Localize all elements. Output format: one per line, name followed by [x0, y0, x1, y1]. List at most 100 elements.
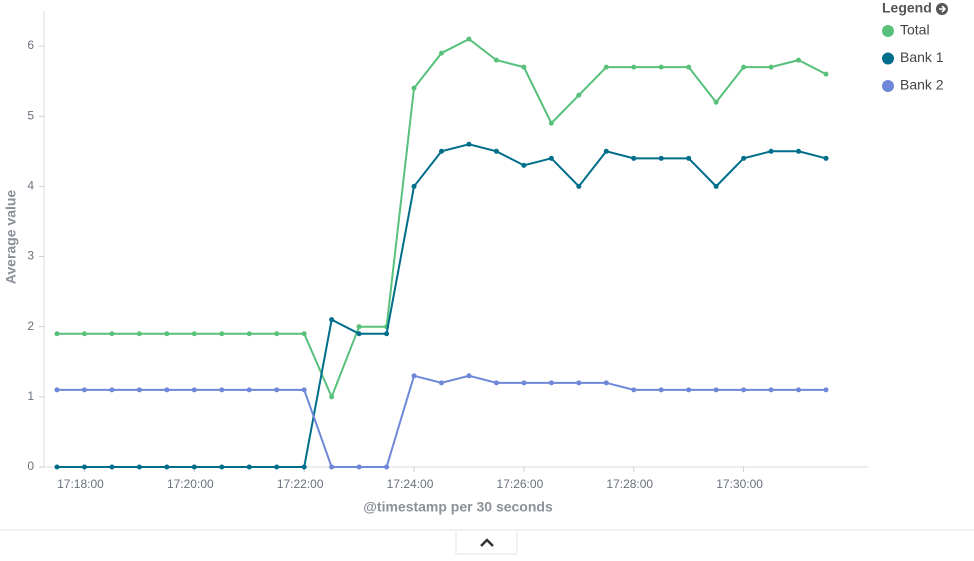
data-point[interactable]	[493, 148, 499, 154]
data-point[interactable]	[329, 464, 335, 470]
data-point[interactable]	[548, 120, 554, 126]
data-point[interactable]	[274, 464, 280, 470]
data-point[interactable]	[246, 331, 252, 337]
data-point[interactable]	[384, 464, 390, 470]
data-point[interactable]	[713, 183, 719, 189]
data-point[interactable]	[521, 64, 527, 70]
data-point[interactable]	[219, 464, 225, 470]
x-tick-label: 17:20:00	[167, 477, 214, 491]
data-point[interactable]	[741, 64, 747, 70]
data-point[interactable]	[191, 331, 197, 337]
data-point[interactable]	[54, 387, 60, 393]
data-point[interactable]	[631, 155, 637, 161]
data-point[interactable]	[81, 387, 87, 393]
data-point[interactable]	[658, 387, 664, 393]
data-point[interactable]	[384, 331, 390, 337]
data-point[interactable]	[246, 387, 252, 393]
data-point[interactable]	[603, 380, 609, 386]
data-point[interactable]	[274, 387, 280, 393]
data-point[interactable]	[521, 162, 527, 168]
data-point[interactable]	[439, 380, 444, 386]
data-point[interactable]	[796, 57, 802, 63]
legend-toggle-arrow	[939, 5, 947, 13]
data-point[interactable]	[54, 331, 60, 337]
data-point[interactable]	[466, 36, 472, 42]
data-point[interactable]	[164, 464, 170, 470]
data-point[interactable]	[411, 183, 417, 189]
data-point[interactable]	[219, 331, 225, 337]
x-tick-label: 17:26:00	[497, 477, 544, 491]
legend-label[interactable]: Bank 2	[900, 77, 944, 93]
legend-swatch[interactable]	[882, 25, 894, 37]
data-point[interactable]	[713, 387, 719, 393]
legend-title[interactable]: Legend	[882, 0, 932, 16]
data-point[interactable]	[631, 387, 637, 393]
data-point[interactable]	[219, 387, 225, 393]
chevron-up	[480, 538, 494, 547]
data-point[interactable]	[631, 64, 637, 70]
data-point[interactable]	[164, 387, 170, 393]
data-point[interactable]	[576, 92, 582, 98]
data-point[interactable]	[164, 331, 170, 337]
data-point[interactable]	[109, 387, 115, 393]
data-point[interactable]	[356, 331, 362, 337]
data-point[interactable]	[466, 373, 472, 379]
data-point[interactable]	[411, 373, 417, 379]
data-point[interactable]	[356, 324, 362, 330]
data-point[interactable]	[356, 464, 362, 470]
data-point[interactable]	[603, 64, 609, 70]
data-point[interactable]	[548, 380, 554, 386]
data-point[interactable]	[301, 387, 307, 393]
series-line	[57, 143, 827, 468]
data-point[interactable]	[439, 50, 444, 56]
data-point[interactable]	[686, 155, 692, 161]
data-point[interactable]	[521, 380, 527, 386]
data-point[interactable]	[466, 141, 472, 147]
data-point[interactable]	[768, 387, 774, 393]
data-point[interactable]	[109, 331, 115, 337]
data-point[interactable]	[81, 464, 87, 470]
data-point[interactable]	[329, 394, 335, 400]
data-point[interactable]	[301, 464, 307, 470]
data-point[interactable]	[741, 155, 747, 161]
data-point[interactable]	[576, 183, 582, 189]
y-tick-label: 6	[27, 38, 34, 52]
data-point[interactable]	[411, 85, 417, 91]
x-tick-label: 17:24:00	[387, 477, 434, 491]
data-point[interactable]	[576, 380, 582, 386]
data-point[interactable]	[329, 317, 335, 323]
data-point[interactable]	[109, 464, 115, 470]
data-point[interactable]	[796, 148, 802, 154]
data-point[interactable]	[246, 464, 252, 470]
legend-label[interactable]: Bank 1	[900, 49, 944, 65]
data-point[interactable]	[81, 331, 87, 337]
data-point[interactable]	[658, 64, 664, 70]
data-point[interactable]	[548, 155, 554, 161]
data-point[interactable]	[136, 464, 142, 470]
data-point[interactable]	[658, 155, 664, 161]
data-point[interactable]	[191, 464, 197, 470]
data-point[interactable]	[301, 331, 307, 337]
data-point[interactable]	[823, 155, 829, 161]
data-point[interactable]	[741, 387, 747, 393]
data-point[interactable]	[603, 148, 609, 154]
data-point[interactable]	[768, 64, 774, 70]
legend-swatch[interactable]	[882, 80, 894, 92]
legend-swatch[interactable]	[882, 52, 894, 65]
data-point[interactable]	[493, 380, 499, 386]
legend-label[interactable]: Total	[900, 22, 930, 38]
data-point[interactable]	[796, 387, 802, 393]
data-point[interactable]	[136, 387, 142, 393]
data-point[interactable]	[823, 387, 829, 393]
data-point[interactable]	[686, 64, 692, 70]
data-point[interactable]	[493, 57, 499, 63]
data-point[interactable]	[191, 387, 197, 393]
data-point[interactable]	[136, 331, 142, 337]
data-point[interactable]	[823, 71, 829, 77]
data-point[interactable]	[54, 464, 60, 470]
data-point[interactable]	[768, 148, 774, 154]
data-point[interactable]	[713, 99, 719, 105]
data-point[interactable]	[439, 148, 444, 154]
data-point[interactable]	[274, 331, 280, 337]
data-point[interactable]	[686, 387, 692, 393]
